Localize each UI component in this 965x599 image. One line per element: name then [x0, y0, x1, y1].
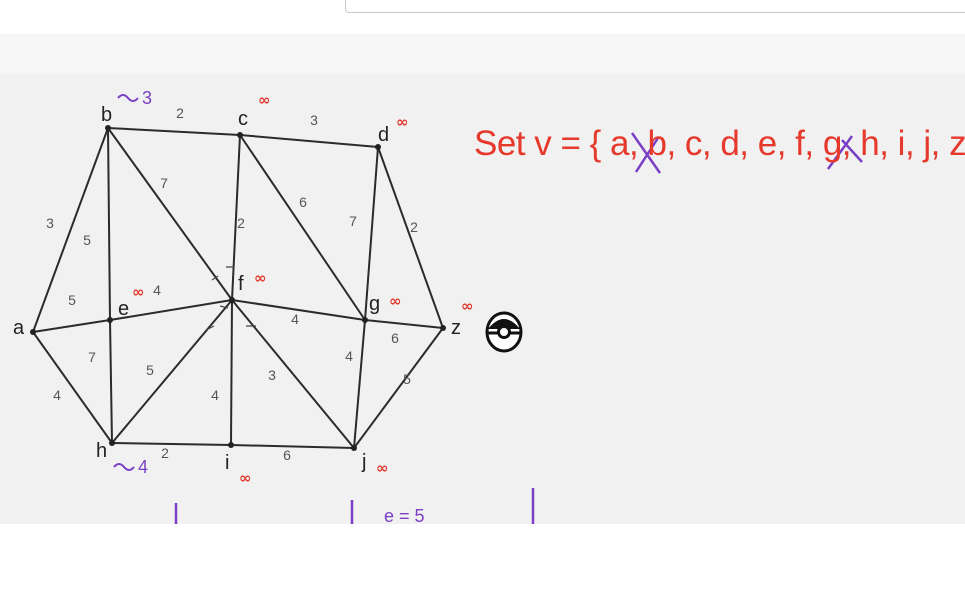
vertex-label-j: j: [361, 451, 366, 473]
vertex-label-b: b: [101, 104, 112, 126]
vertex-a: [30, 329, 36, 335]
vertex-label-f: f: [238, 273, 244, 295]
edge-b-f: [107, 127, 233, 301]
top-input-bar[interactable]: [345, 0, 965, 13]
edge-weight-f-g: 4: [291, 311, 299, 327]
edge-e-h: [109, 319, 113, 444]
infinity-mark-f: ∞: [254, 269, 267, 287]
whiteboard-canvas: [0, 74, 965, 524]
edge-weight-a-b: 3: [46, 215, 54, 231]
edge-f-i: [230, 299, 233, 446]
edge-a-b: [32, 127, 109, 333]
infinity-mark-j: ∞: [376, 459, 389, 477]
edge-weight-c-g: 6: [299, 194, 307, 210]
crossed-infinity-h: [113, 463, 135, 471]
edge-weight-b-c: 2: [176, 105, 184, 121]
vertex-e: [107, 317, 113, 323]
edge-weight-g-j: 4: [345, 348, 353, 364]
edge-d-z: [377, 146, 444, 329]
crossed-infinity-b: [117, 94, 139, 102]
vertex-label-e: e: [118, 298, 129, 320]
edge-weight-f-h: 5: [146, 362, 154, 378]
edge-weight-g-z: 6: [391, 330, 399, 346]
edge-e-f: [109, 299, 233, 321]
strike-h: [826, 135, 863, 170]
edge-weight-d-z: 2: [410, 219, 418, 235]
edge-weight-e-f: 4: [153, 282, 161, 298]
infinity-mark-g: ∞: [389, 292, 402, 310]
edge-weight-h-i: 2: [161, 445, 169, 461]
strike-b: [630, 132, 662, 174]
vertex-b: [105, 125, 111, 131]
edge-j-z: [353, 327, 444, 449]
vertex-g: [362, 317, 368, 323]
edge-c-g: [239, 134, 366, 321]
scribble-marks: [205, 266, 256, 331]
vertex-set-label: Set v = { a, b, c, d, e, f, g, h, i, j, …: [474, 124, 965, 163]
edge-d-g: [364, 146, 379, 321]
edge-c-d: [239, 134, 379, 148]
edge-weight-b-e: 5: [83, 232, 91, 248]
infinity-mark-e: ∞: [132, 283, 145, 301]
vertex-i: [228, 442, 234, 448]
edge-i-j: [230, 444, 355, 449]
edge-h-i: [111, 442, 232, 446]
infinity-mark-c: ∞: [258, 91, 271, 109]
edge-weight-j-z: 5: [403, 371, 411, 387]
vertex-h: [109, 440, 115, 446]
edge-weight-f-i: 4: [211, 387, 219, 403]
edge-c-f: [231, 134, 241, 301]
vertex-f: [229, 297, 235, 303]
eye-toggle-icon[interactable]: [483, 307, 525, 357]
infinity-mark-i: ∞: [239, 469, 252, 487]
distance-note-h: 4: [138, 457, 148, 477]
edge-b-e: [107, 127, 111, 321]
vertex-label-z: z: [451, 317, 461, 339]
toolbar-band: [0, 34, 965, 74]
infinity-mark-z: ∞: [461, 297, 474, 315]
edge-f-g: [231, 299, 366, 321]
edge-weight-c-f: 2: [237, 215, 245, 231]
edge-weight-c-d: 3: [310, 112, 318, 128]
edge-a-h: [32, 331, 113, 444]
vertex-label-h: h: [96, 440, 107, 462]
vertex-j: [351, 445, 357, 451]
vertex-z: [440, 325, 446, 331]
infinity-mark-d: ∞: [396, 113, 409, 131]
vertex-label-c: c: [238, 108, 248, 130]
edge-a-e: [32, 319, 111, 333]
edge-g-z: [364, 319, 444, 329]
vertex-label-a: a: [13, 317, 25, 339]
edge-weight-d-g: 7: [349, 213, 357, 229]
bottom-note: e = 5: [384, 506, 425, 526]
edge-g-j: [353, 319, 366, 449]
edge-weight-i-j: 6: [283, 447, 291, 463]
vertex-c: [237, 132, 243, 138]
edge-weight-a-h: 4: [53, 387, 61, 403]
edge-f-j: [231, 299, 355, 449]
edge-weight-a-e: 5: [68, 292, 76, 308]
edge-f-h: [111, 299, 233, 444]
edge-b-c: [107, 127, 241, 136]
vertex-label-g: g: [369, 293, 380, 315]
distance-note-b: 3: [142, 88, 152, 108]
vertex-label-i: i: [225, 452, 229, 474]
edge-weight-e-h: 7: [88, 349, 96, 365]
vertex-d: [375, 144, 381, 150]
edge-weight-f-j: 3: [268, 367, 276, 383]
edge-weight-b-f: 7: [160, 175, 168, 191]
vertex-label-d: d: [378, 124, 389, 146]
